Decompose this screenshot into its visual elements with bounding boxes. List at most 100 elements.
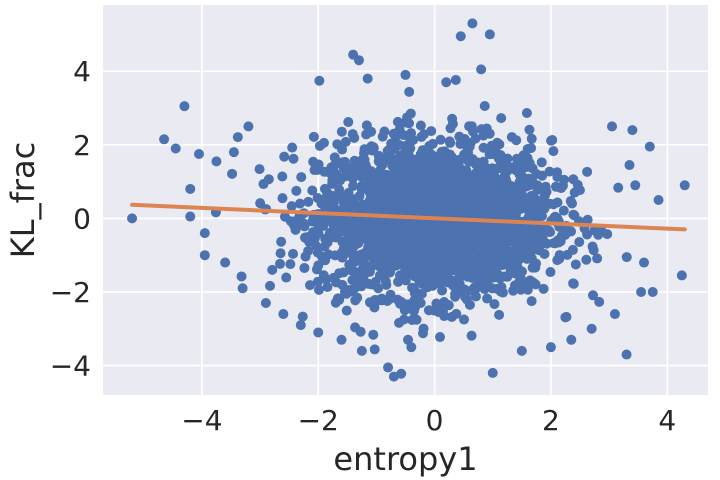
data-point	[399, 176, 410, 187]
data-point	[355, 255, 366, 266]
data-point	[352, 277, 363, 288]
data-point	[506, 132, 517, 143]
data-point	[384, 267, 395, 278]
data-point	[459, 314, 470, 325]
data-point	[506, 223, 517, 234]
data-point	[570, 259, 581, 270]
data-point	[414, 256, 425, 267]
data-point	[327, 178, 338, 189]
data-point	[479, 100, 490, 111]
data-point	[636, 286, 647, 297]
y-tick-label: 4	[73, 55, 91, 88]
scatter-points	[127, 18, 690, 382]
data-point	[288, 153, 299, 164]
data-point	[407, 315, 418, 326]
data-point	[449, 195, 460, 206]
data-point	[383, 362, 394, 373]
data-point	[441, 77, 452, 88]
data-point	[552, 255, 563, 266]
data-point	[329, 152, 340, 163]
data-point	[556, 231, 567, 242]
data-point	[561, 311, 572, 322]
data-point	[413, 266, 424, 277]
data-point	[406, 182, 417, 193]
data-point	[314, 75, 325, 86]
data-point	[450, 74, 461, 85]
x-tick-label: −2	[298, 404, 339, 437]
data-point	[613, 182, 624, 193]
data-point	[630, 180, 641, 191]
data-point	[429, 235, 440, 246]
data-point	[367, 145, 378, 156]
data-point	[323, 249, 334, 260]
data-point	[494, 309, 505, 320]
data-point	[588, 245, 599, 256]
data-point	[557, 180, 568, 191]
data-point	[376, 155, 387, 166]
data-point	[592, 253, 603, 264]
data-point	[300, 251, 311, 262]
data-point	[436, 194, 447, 205]
data-point	[370, 259, 381, 270]
data-point	[329, 160, 340, 171]
data-point	[494, 189, 505, 200]
data-point	[487, 367, 498, 378]
data-point	[258, 179, 269, 190]
data-point	[407, 282, 418, 293]
data-point	[179, 101, 190, 112]
data-point	[377, 131, 388, 142]
data-point	[366, 247, 377, 258]
data-point	[464, 141, 475, 152]
y-tick-label: −4	[50, 350, 91, 383]
data-point	[527, 276, 538, 287]
data-point	[308, 131, 319, 142]
data-point	[301, 232, 312, 243]
data-point	[455, 31, 466, 42]
data-point	[444, 136, 455, 147]
data-point	[479, 162, 490, 173]
data-point	[255, 198, 266, 209]
y-tick-labels: −4 −2 0 2 4	[50, 55, 91, 382]
data-point	[509, 280, 520, 291]
data-point	[653, 195, 664, 205]
data-point	[513, 156, 524, 167]
data-point	[454, 238, 465, 249]
data-point	[276, 236, 287, 247]
data-point	[531, 224, 542, 235]
data-point	[480, 190, 491, 201]
data-point	[341, 305, 352, 316]
data-point	[347, 129, 358, 140]
data-point	[368, 329, 379, 340]
data-point	[297, 217, 308, 228]
data-point	[318, 220, 329, 231]
x-tick-label: 2	[542, 404, 560, 437]
data-point	[312, 247, 323, 258]
data-point	[497, 176, 508, 187]
data-point	[548, 146, 559, 157]
data-point	[343, 231, 354, 242]
data-point	[416, 288, 427, 299]
data-point	[526, 133, 537, 144]
data-point	[524, 124, 535, 135]
data-point	[413, 165, 424, 176]
data-point	[267, 264, 278, 275]
y-tick-label: 0	[73, 202, 91, 235]
data-point	[279, 151, 290, 162]
data-point	[531, 212, 542, 223]
data-point	[260, 298, 271, 309]
data-point	[313, 284, 324, 295]
data-point	[522, 284, 533, 295]
data-point	[287, 142, 298, 153]
data-point	[586, 323, 597, 334]
data-point	[328, 272, 339, 283]
data-point	[505, 263, 516, 274]
data-point	[211, 156, 222, 167]
data-point	[365, 166, 376, 177]
data-point	[393, 196, 404, 207]
data-point	[307, 185, 318, 196]
data-point	[676, 270, 687, 281]
data-point	[390, 131, 401, 142]
data-point	[406, 128, 417, 139]
data-point	[399, 299, 410, 310]
data-point	[550, 238, 561, 249]
